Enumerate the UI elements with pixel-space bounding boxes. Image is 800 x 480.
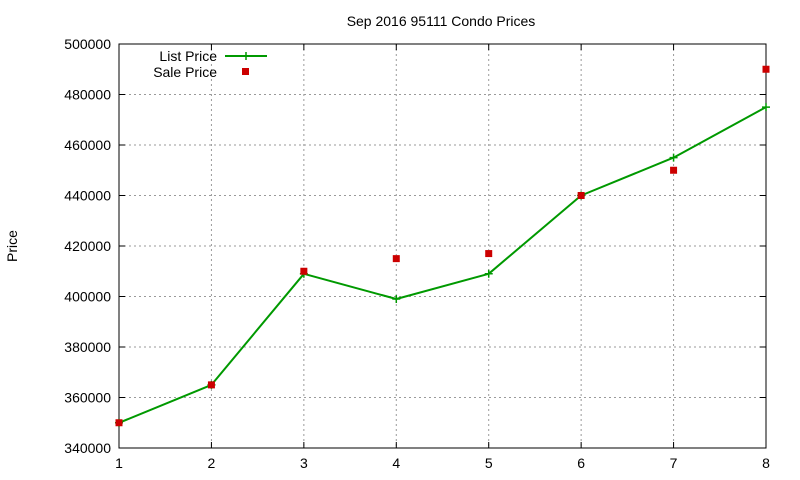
- sale-price-point: [762, 65, 770, 73]
- x-tick-label: 8: [762, 455, 770, 471]
- y-axis-label: Price: [4, 230, 20, 262]
- sale-price-point: [670, 166, 678, 174]
- x-tick-label: 6: [577, 455, 585, 471]
- x-tick-label: 7: [670, 455, 678, 471]
- legend: List Price Sale Price: [153, 48, 267, 80]
- y-tick-label: 360000: [64, 390, 111, 406]
- sale-price-point: [115, 419, 123, 427]
- list-price-point: [669, 153, 678, 162]
- y-tick-label: 440000: [64, 188, 111, 204]
- x-tick-label: 2: [208, 455, 216, 471]
- y-tick-label: 340000: [64, 440, 111, 456]
- plot-frame: [118, 43, 767, 449]
- list-price-point: [392, 295, 401, 304]
- x-tick-label: 5: [485, 455, 493, 471]
- legend-marker-list-price: [242, 52, 250, 60]
- sale-price-point: [577, 192, 585, 199]
- axis-ticks: 1 2 3 4 5 6 7 8 340000 360000 380000 400000 420000 44…: [64, 36, 770, 471]
- x-tick-label: 1: [115, 455, 123, 471]
- legend-label-list-price: List Price: [159, 48, 217, 64]
- x-tick-label: 4: [392, 455, 400, 471]
- list-price-point: [484, 269, 493, 278]
- y-tick-label: 460000: [64, 137, 111, 153]
- sale-price-point: [392, 255, 400, 263]
- y-tick-label: 500000: [64, 36, 111, 52]
- legend-marker-sale-price: [242, 68, 249, 75]
- sale-price-point: [485, 250, 493, 258]
- sale-price-point: [207, 381, 215, 389]
- chart-title: Sep 2016 95111 Condo Prices: [347, 13, 536, 29]
- y-tick-label: 420000: [64, 238, 111, 254]
- y-tick-label: 400000: [64, 289, 111, 305]
- grid-lines: [119, 44, 766, 448]
- data-series: [115, 65, 770, 427]
- list-price-line: [118, 106, 767, 424]
- legend-label-sale-price: Sale Price: [153, 64, 217, 80]
- y-tick-label: 480000: [64, 87, 111, 103]
- list-price-point: [762, 103, 770, 112]
- sale-price-point: [300, 267, 308, 275]
- y-tick-label: 380000: [64, 339, 111, 355]
- x-tick-label: 3: [300, 455, 308, 471]
